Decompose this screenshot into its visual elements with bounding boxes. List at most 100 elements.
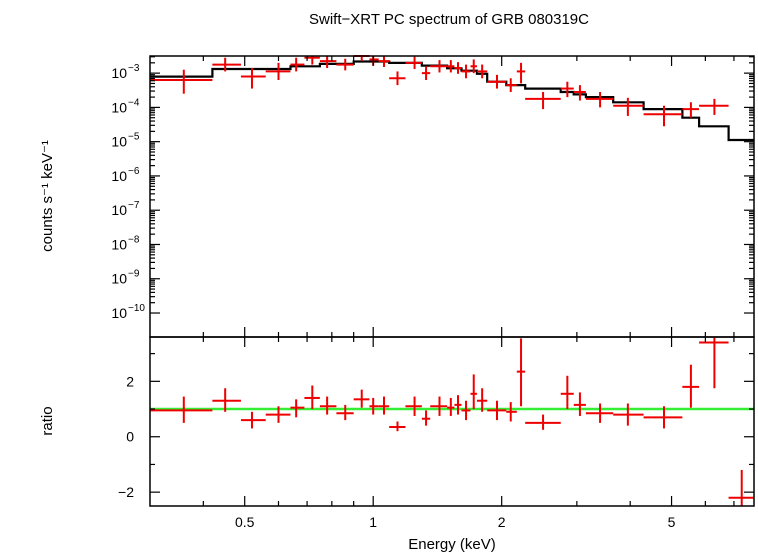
y-tick-exponent: −10 xyxy=(128,303,145,314)
ratio-panel: −2 0 2 0.5 1 2 5 ratio Energy (keV) xyxy=(39,336,755,553)
spectrum-data-point xyxy=(506,78,517,92)
spectrum-data-point xyxy=(212,57,241,72)
y-tick-label: 10 xyxy=(111,134,127,150)
ratio-y-axis: −2 0 2 xyxy=(118,353,754,500)
model-line-group xyxy=(150,60,754,142)
x-tick-label: 0.5 xyxy=(235,514,255,530)
spectrum-data-point xyxy=(430,60,448,73)
y-tick-label: 10 xyxy=(111,305,127,321)
ratio-data-point xyxy=(212,388,241,412)
spectrum-data-point xyxy=(560,81,574,98)
chart-title: Swift−XRT PC spectrum of GRB 080319C xyxy=(309,11,589,28)
ratio-data-point xyxy=(319,396,337,415)
ratio-data-point xyxy=(506,402,517,422)
y-tick-exponent: −4 xyxy=(128,97,140,108)
ratio-data-point xyxy=(369,397,379,415)
ratio-data-point xyxy=(389,421,406,432)
x-tick-label: 1 xyxy=(369,514,377,530)
spectrum-data-point xyxy=(476,64,488,79)
spectrum-data-point xyxy=(470,59,477,74)
ratio-data-point xyxy=(240,411,266,429)
ratio-data-point xyxy=(454,395,462,415)
y-tick-label: 10 xyxy=(111,65,127,81)
y-tick-exponent: −6 xyxy=(128,166,140,177)
spectrum-data-point xyxy=(573,85,586,101)
spectrum-data-point xyxy=(336,58,354,71)
spectrum-data-point xyxy=(643,105,683,127)
ratio-data-point xyxy=(265,406,291,423)
ratio-data-point xyxy=(699,337,729,389)
spectrum-data-point xyxy=(461,64,471,79)
spectrum-data-point xyxy=(319,56,337,68)
ratio-data-point xyxy=(470,374,477,410)
ratio-data-point xyxy=(525,414,561,430)
spectrum-data-point xyxy=(682,102,700,118)
spectrum-y-axis-label: counts s⁻¹ keV⁻¹ xyxy=(39,140,56,252)
spectrum-data-point xyxy=(421,66,431,80)
spectrum-data-point xyxy=(447,60,455,73)
ratio-frame xyxy=(149,336,755,507)
y-tick-label: 10 xyxy=(111,236,127,252)
spectrum-data-group xyxy=(150,55,729,127)
ratio-data-point xyxy=(573,392,586,416)
y-tick-exponent: −7 xyxy=(128,200,140,211)
ratio-data-point xyxy=(336,404,354,421)
model-step-line xyxy=(150,60,754,142)
spectrum-data-point xyxy=(150,69,213,94)
spectrum-data-point xyxy=(265,62,291,80)
ratio-y-tick-label: 2 xyxy=(126,373,134,389)
y-tick-label: 10 xyxy=(111,168,127,184)
spectrum-data-point xyxy=(405,56,422,70)
y-tick-exponent: −8 xyxy=(128,234,140,245)
spectrum-data-point xyxy=(454,62,462,74)
y-tick-label: 10 xyxy=(111,271,127,287)
ratio-data-point xyxy=(560,375,574,410)
ratio-data-point xyxy=(304,385,320,410)
spectrum-frame xyxy=(149,55,755,338)
y-tick-label: 10 xyxy=(111,99,127,115)
ratio-y-tick-label: 0 xyxy=(126,429,134,445)
ratio-data-point xyxy=(643,406,683,429)
ratio-data-point xyxy=(421,410,431,426)
y-tick-exponent: −5 xyxy=(128,132,140,143)
spectrum-data-point xyxy=(240,67,266,89)
spectrum-x-ticks xyxy=(202,56,735,337)
ratio-data-point xyxy=(476,388,488,412)
ratio-data-point xyxy=(613,403,644,426)
y-tick-label: 10 xyxy=(111,202,127,218)
ratio-data-group xyxy=(150,337,754,506)
ratio-x-axis: 0.5 1 2 5 xyxy=(202,337,735,530)
spectrum-data-point xyxy=(487,74,507,89)
spectrum-data-point xyxy=(525,91,561,110)
spectrum-data-point xyxy=(585,91,614,108)
ratio-data-point xyxy=(378,396,390,415)
ratio-data-point xyxy=(290,399,305,418)
spectrum-data-point xyxy=(389,71,406,86)
spectrum-data-point xyxy=(613,97,644,116)
spectrum-data-point xyxy=(516,62,526,84)
ratio-data-point xyxy=(405,396,422,416)
ratio-data-point xyxy=(461,400,471,421)
spectrum-data-point xyxy=(699,98,729,115)
ratio-data-point xyxy=(728,469,754,506)
ratio-data-point xyxy=(682,364,700,408)
ratio-data-point xyxy=(150,396,213,423)
spectrum-data-point xyxy=(378,56,390,67)
spectrum-data-point xyxy=(353,55,370,62)
spectrum-data-point xyxy=(290,57,305,72)
x-tick-label: 2 xyxy=(498,514,506,530)
ratio-data-point xyxy=(516,338,526,407)
ratio-data-point xyxy=(353,389,370,408)
ratio-data-point xyxy=(447,397,455,416)
y-tick-exponent: −9 xyxy=(128,269,140,280)
ratio-y-tick-label: −2 xyxy=(118,484,134,500)
x-axis-label: Energy (keV) xyxy=(408,536,496,553)
ratio-y-axis-label: ratio xyxy=(39,406,56,435)
ratio-data-point xyxy=(487,400,507,421)
ratio-data-point xyxy=(430,396,448,416)
y-tick-exponent: −3 xyxy=(128,63,140,74)
ratio-data-point xyxy=(585,403,614,423)
x-tick-label: 5 xyxy=(668,514,676,530)
